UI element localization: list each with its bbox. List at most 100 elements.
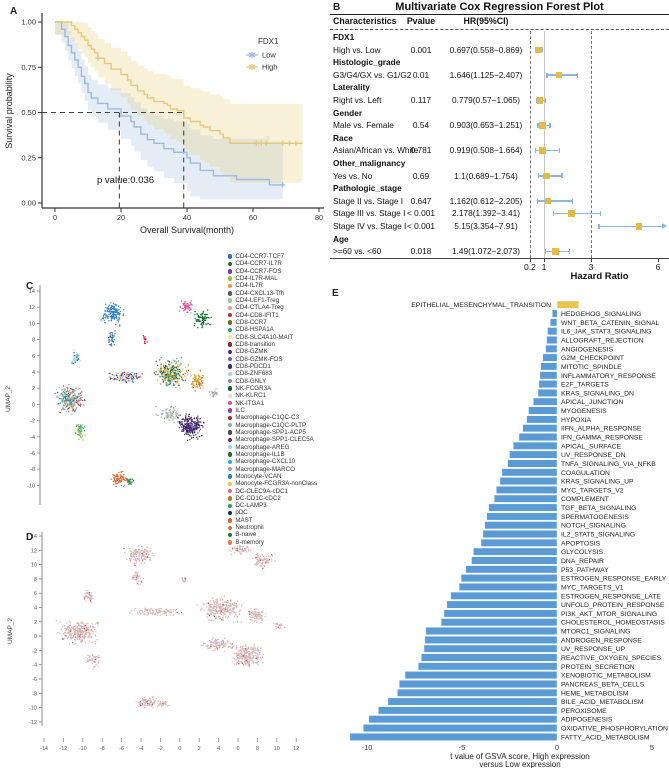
umap-point: [212, 597, 214, 600]
umap-point: [77, 423, 80, 426]
umap-point: [190, 383, 193, 385]
umap-point: [206, 616, 209, 618]
umap-point: [118, 380, 121, 382]
umap-point: [246, 651, 249, 654]
umap-point: [141, 703, 144, 705]
legend-item: NK-FCGR3A: [228, 385, 338, 392]
umap-point: [257, 553, 259, 555]
umap-point: [167, 371, 169, 373]
legend-label: CD4-LEF1-Treg: [235, 296, 280, 304]
umap-point: [219, 641, 221, 643]
x-axis-label-line2: versus Low expression: [479, 760, 560, 768]
legend-dot-icon: [228, 518, 233, 523]
umap-point: [195, 375, 198, 377]
umap-point: [72, 636, 74, 639]
umap-point: [248, 650, 250, 653]
umap-point: [215, 641, 217, 643]
umap-point: [148, 699, 150, 701]
umap-point: [187, 308, 190, 310]
umap-point: [106, 315, 109, 317]
umap-point: [201, 317, 204, 319]
umap-point: [167, 378, 169, 380]
umap-point: [242, 645, 244, 647]
umap-point: [148, 704, 151, 706]
ci-cap: [561, 173, 563, 179]
umap-point: [123, 548, 125, 550]
umap-point: [248, 612, 251, 614]
umap-point: [178, 383, 180, 385]
bar-label: MYC_TARGETS_V2: [561, 487, 624, 494]
umap-point: [259, 559, 262, 561]
umap-point: [210, 643, 212, 645]
bar-label: ANGIOGENESIS: [561, 346, 614, 353]
x-tick-label: 5: [650, 743, 654, 752]
umap-point: [77, 633, 79, 636]
umap-point: [195, 424, 197, 426]
umap-point: [83, 627, 86, 630]
umap-point: [60, 398, 62, 400]
row-hr-ci: 0.903(0.653−1.251): [449, 120, 523, 131]
umap-point: [129, 481, 131, 483]
umap-point: [104, 310, 107, 312]
umap-point: [75, 629, 77, 632]
umap-point: [160, 356, 162, 359]
km-legend-symbol: [246, 64, 258, 70]
umap-point: [241, 549, 243, 551]
x-tick-label: 8: [256, 746, 259, 752]
umap-point: [208, 619, 210, 621]
legend-dot-icon: [228, 313, 233, 318]
ci-cap: [545, 97, 547, 103]
umap-point: [103, 319, 105, 321]
umap-point: [202, 375, 204, 377]
umap-point: [201, 425, 203, 427]
umap-point: [197, 421, 199, 423]
umap-point: [213, 605, 215, 607]
umap-point: [172, 416, 175, 418]
umap-point: [176, 414, 179, 416]
umap-point: [236, 663, 238, 665]
umap-point: [59, 632, 61, 634]
umap-point: [259, 558, 261, 560]
bar-label: UV_RESPONSE_DN: [561, 452, 626, 459]
legend-label: CD4-IL7R-MAL: [235, 274, 278, 282]
umap-point: [194, 421, 196, 423]
umap-point: [262, 654, 264, 656]
legend-label: CD8-GZMK-FOS: [235, 355, 283, 363]
umap-point: [125, 373, 127, 375]
umap-point: [196, 422, 198, 424]
umap-point: [121, 479, 123, 481]
umap-point: [232, 621, 234, 623]
legend-item: CD4-IL7R: [228, 282, 338, 289]
umap-point: [80, 636, 82, 638]
umap-point: [214, 645, 216, 648]
umap-point: [141, 699, 143, 702]
umap-point: [141, 704, 143, 706]
umap-point: [232, 611, 235, 613]
umap-point: [95, 658, 97, 661]
legend-label: CD8-GZMK: [235, 348, 268, 356]
umap-point: [196, 604, 198, 606]
umap-point: [225, 616, 227, 618]
umap-point: [271, 555, 274, 557]
umap-point: [210, 613, 212, 615]
gsva-bar-panel: EPITHELIAL_MESENCHYMAL_TRANSITION HEDGEHO…: [330, 288, 669, 768]
umap-point: [97, 665, 99, 667]
umap-point: [112, 305, 114, 307]
gsva-bar: [424, 636, 558, 644]
umap-point: [195, 383, 198, 385]
umap-point: [256, 615, 258, 617]
umap-point: [96, 621, 98, 624]
umap-point: [151, 552, 153, 554]
y-tick-label: -4: [32, 663, 37, 669]
bar-label: XENOBIOTIC_METABOLISM: [561, 673, 651, 680]
umap-point: [181, 375, 183, 378]
legend-label: Macrophage-SPP1-ACP5: [235, 428, 306, 436]
umap-point: [76, 400, 79, 402]
umap-point: [202, 317, 205, 319]
umap-point: [104, 322, 106, 324]
umap-point: [110, 339, 112, 342]
umap-point: [186, 371, 188, 374]
umap-point: [246, 662, 248, 664]
x-axis-label-line1: t value of GSVA score, High expression: [450, 752, 589, 761]
umap-point: [57, 396, 60, 398]
